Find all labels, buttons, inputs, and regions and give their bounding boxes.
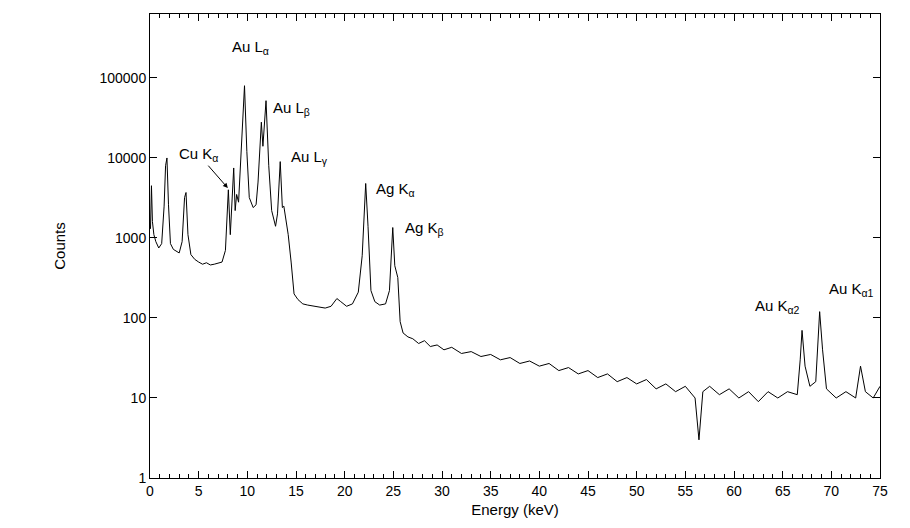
svg-text:Au K​α2​: Au K​α2​	[755, 297, 800, 316]
svg-text:Au L​β​: Au L​β​	[273, 99, 310, 118]
svg-text:15: 15	[288, 483, 304, 499]
svg-text:Ag K​α​: Ag K​α​	[376, 180, 415, 199]
svg-text:Au L​γ​: Au L​γ​	[291, 148, 328, 167]
svg-text:Au K​α1​: Au K​α1​	[829, 280, 874, 299]
svg-text:55: 55	[678, 483, 694, 499]
svg-text:75: 75	[872, 483, 888, 499]
svg-text:10: 10	[131, 390, 147, 406]
svg-text:100000: 100000	[99, 70, 146, 86]
svg-text:45: 45	[580, 483, 596, 499]
svg-text:30: 30	[434, 483, 450, 499]
svg-text:60: 60	[726, 483, 742, 499]
svg-text:Cu K​α​: Cu K​α​	[179, 145, 218, 164]
svg-text:35: 35	[483, 483, 499, 499]
svg-text:Energy (keV): Energy (keV)	[471, 501, 559, 518]
svg-text:50: 50	[629, 483, 645, 499]
svg-text:Ag K​β​: Ag K​β​	[405, 219, 444, 238]
svg-text:100: 100	[123, 310, 147, 326]
svg-text:Counts: Counts	[51, 222, 68, 270]
svg-text:20: 20	[337, 483, 353, 499]
svg-text:70: 70	[824, 483, 840, 499]
svg-text:Au L​α​: Au L​α​	[232, 38, 269, 57]
svg-text:1000: 1000	[115, 230, 146, 246]
svg-text:5: 5	[195, 483, 203, 499]
svg-text:1: 1	[138, 470, 146, 486]
svg-text:10: 10	[240, 483, 256, 499]
svg-text:10000: 10000	[107, 150, 146, 166]
svg-text:25: 25	[386, 483, 402, 499]
svg-text:65: 65	[775, 483, 791, 499]
svg-text:0: 0	[146, 483, 154, 499]
svg-text:40: 40	[532, 483, 548, 499]
